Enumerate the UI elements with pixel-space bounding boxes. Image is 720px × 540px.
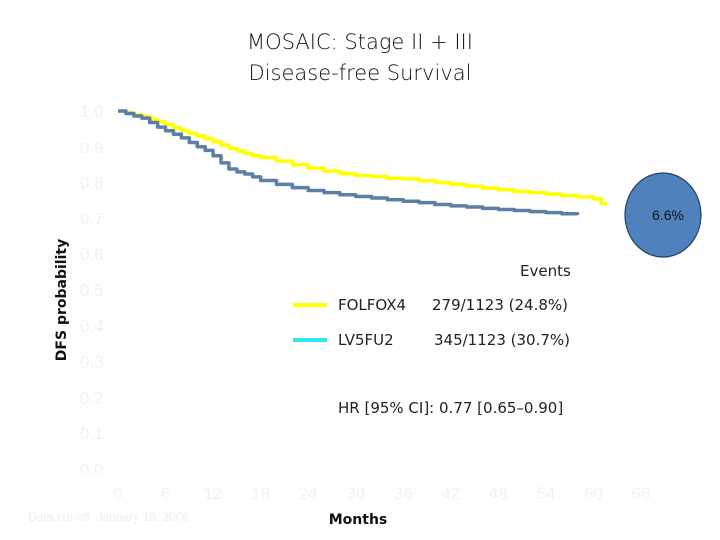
y-tick-label: 0.0 — [80, 460, 104, 479]
y-tick-label: 0.7 — [80, 209, 104, 228]
difference-badge: 6.6% — [624, 172, 702, 258]
x-tick-label: 18 — [251, 484, 270, 503]
chart-subtitle: Disease-free Survival — [248, 61, 472, 85]
difference-badge-circle — [624, 172, 702, 258]
x-tick-label: 60 — [584, 484, 603, 503]
x-tick-label: 48 — [489, 484, 508, 503]
legend: Events FOLFOX4 279/1123 (24.8%) LV5FU2 3… — [293, 262, 571, 417]
series-line-lv5fu2 — [118, 109, 580, 216]
y-tick-label: 0.9 — [80, 138, 104, 157]
legend-name-folfox4: FOLFOX4 — [338, 296, 406, 314]
x-tick-label: 12 — [204, 484, 223, 503]
y-axis-label: DFS probability — [54, 239, 70, 361]
data-cutoff-note: Data cut-off: January 16, 2006 — [28, 510, 190, 524]
legend-name-lv5fu2: LV5FU2 — [338, 331, 394, 349]
x-tick-label: 6 — [161, 484, 170, 503]
legend-events-lv5fu2: 345/1123 (30.7%) — [434, 331, 570, 349]
x-tick-label: 24 — [299, 484, 318, 503]
x-tick-label: 42 — [441, 484, 460, 503]
y-axis-ticks: 0.0 0.1 0.2 0.3 0.4 0.5 0.6 0.7 0.8 0.9 1.0 — [80, 102, 104, 479]
y-tick-label: 0.6 — [80, 245, 104, 264]
y-tick-label: 0.2 — [80, 388, 104, 407]
y-tick-label: 0.3 — [80, 353, 104, 372]
legend-events-folfox4: 279/1123 (24.8%) — [432, 296, 568, 314]
x-axis-ticks: 0 6 12 18 24 30 36 42 48 54 60 66 — [113, 484, 650, 503]
y-tick-label: 0.4 — [80, 317, 104, 336]
series-lines — [118, 109, 608, 216]
legend-events-header: Events — [520, 262, 571, 280]
y-tick-label: 0.8 — [80, 174, 104, 193]
y-tick-label: 1.0 — [80, 102, 104, 121]
x-tick-label: 36 — [394, 484, 413, 503]
difference-badge-label: 6.6% — [652, 207, 684, 223]
chart-title: MOSAIC: Stage II + III — [247, 30, 473, 54]
x-tick-label: 66 — [632, 484, 651, 503]
series-line-folfox4 — [118, 109, 608, 206]
x-tick-label: 54 — [536, 484, 555, 503]
y-tick-label: 0.5 — [80, 281, 104, 300]
x-tick-label: 30 — [346, 484, 365, 503]
hazard-ratio-text: HR [95% CI]: 0.77 [0.65–0.90] — [338, 399, 563, 417]
x-tick-label: 0 — [113, 484, 122, 503]
y-tick-label: 0.1 — [80, 424, 104, 443]
x-axis-label: Months — [329, 512, 388, 528]
